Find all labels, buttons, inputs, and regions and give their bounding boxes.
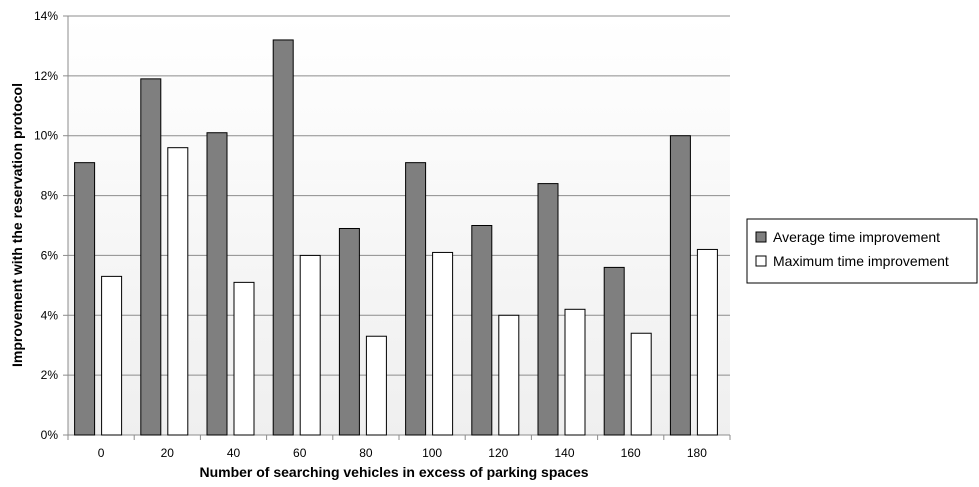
bars [74, 39, 718, 436]
x-tick-label: 160 [621, 446, 641, 460]
bar-maximum [564, 308, 586, 436]
x-tick-label: 120 [488, 446, 508, 460]
bar-maximum [498, 314, 520, 436]
bar-average [74, 162, 96, 436]
x-axis-ticks: 0 20 40 60 80 100 120 140 160 180 [67, 435, 731, 460]
bar-maximum [696, 248, 718, 436]
x-tick-label: 60 [293, 446, 307, 460]
bar-average [272, 39, 294, 436]
y-tick-label: 14% [34, 9, 58, 23]
bar-average [669, 135, 691, 436]
y-tick-label: 6% [41, 248, 59, 262]
bar-maximum [630, 332, 652, 436]
bar-average [537, 183, 559, 436]
x-axis-title: Number of searching vehicles in excess o… [199, 464, 588, 480]
bar-average [206, 132, 228, 436]
x-tick-label: 180 [687, 446, 707, 460]
x-tick-label: 80 [359, 446, 373, 460]
x-tick-label: 40 [227, 446, 241, 460]
bar-maximum [365, 335, 387, 436]
bar-average [140, 78, 162, 436]
bar-average [405, 162, 427, 436]
legend: Average time improvement Maximum time imp… [746, 218, 978, 284]
legend-swatch [755, 255, 767, 267]
bar-maximum [432, 251, 454, 436]
y-tick-label: 10% [34, 129, 58, 143]
y-axis-title: Improvement with the reservation protoco… [9, 83, 25, 367]
bar-maximum [233, 281, 255, 436]
x-tick-label: 100 [422, 446, 442, 460]
y-tick-label: 12% [34, 69, 58, 83]
x-tick-label: 0 [98, 446, 105, 460]
bar-average [338, 227, 360, 436]
bar-maximum [299, 254, 321, 436]
legend-label: Maximum time improvement [773, 253, 949, 269]
x-tick-label: 20 [161, 446, 175, 460]
bar-maximum [101, 275, 123, 436]
y-tick-label: 4% [41, 308, 59, 322]
x-tick-label: 140 [554, 446, 574, 460]
legend-label: Average time improvement [773, 229, 940, 245]
y-axis-ticks: 0% 2% 4% 6% 8% 10% 12% 14% [34, 9, 68, 442]
legend-swatch [755, 231, 767, 243]
y-tick-label: 2% [41, 368, 59, 382]
y-tick-label: 8% [41, 189, 59, 203]
y-tick-label: 0% [41, 428, 59, 442]
bar-average [603, 266, 625, 436]
bar-maximum [167, 147, 189, 436]
bar-average [471, 225, 493, 436]
legend-box [746, 218, 978, 284]
